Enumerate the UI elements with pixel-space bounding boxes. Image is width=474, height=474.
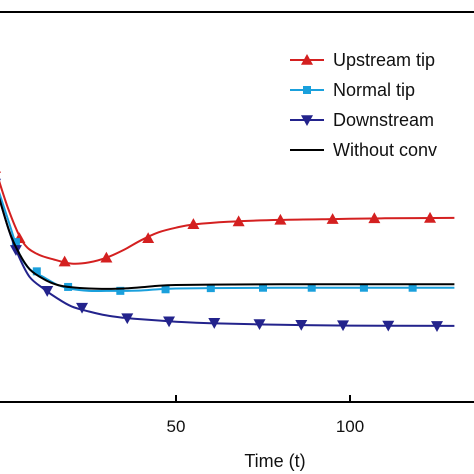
plot-frame bbox=[0, 11, 474, 403]
data-point-marker bbox=[206, 284, 215, 293]
data-point-marker bbox=[259, 283, 267, 292]
series-line bbox=[0, 197, 455, 290]
data-point-marker bbox=[0, 178, 2, 181]
series-downstream bbox=[0, 178, 455, 332]
data-point-marker bbox=[76, 302, 89, 314]
data-point-marker bbox=[187, 218, 200, 229]
x-axis-ticks: 50 100 bbox=[167, 395, 364, 436]
x-axis-label: Time (t) bbox=[244, 451, 305, 471]
data-point-marker bbox=[431, 321, 443, 332]
legend-item: Upstream tip bbox=[290, 50, 435, 70]
x-tick-label: 50 bbox=[167, 417, 186, 436]
legend-label: Downstream bbox=[333, 110, 434, 130]
data-point-marker bbox=[58, 255, 71, 267]
data-point-marker bbox=[326, 213, 339, 224]
data-point-marker bbox=[32, 267, 41, 276]
series-upstream-tip bbox=[0, 170, 455, 267]
data-point-marker bbox=[295, 319, 308, 331]
legend-item: Without conv bbox=[290, 140, 437, 160]
data-point-marker bbox=[359, 283, 368, 292]
legend-marker bbox=[301, 115, 313, 126]
legend-item: Downstream bbox=[290, 110, 434, 130]
legend-marker bbox=[303, 86, 311, 94]
data-point-marker bbox=[161, 285, 170, 294]
series-layer bbox=[0, 170, 455, 332]
data-point-marker bbox=[142, 232, 155, 243]
data-point-marker bbox=[408, 283, 417, 292]
data-point-marker bbox=[100, 251, 113, 263]
data-point-marker bbox=[253, 319, 266, 330]
data-point-marker bbox=[307, 283, 316, 292]
data-point-marker bbox=[424, 211, 437, 223]
data-point-marker bbox=[41, 286, 54, 297]
data-point-marker bbox=[0, 170, 2, 173]
legend-item: Normal tip bbox=[290, 80, 415, 100]
data-point-marker bbox=[9, 245, 22, 256]
legend-marker bbox=[301, 54, 313, 65]
series-line bbox=[0, 191, 455, 293]
series-normal-tip bbox=[0, 191, 455, 295]
data-point-marker bbox=[208, 318, 221, 329]
data-point-marker bbox=[337, 320, 350, 332]
legend-label: Without conv bbox=[333, 140, 437, 160]
data-point-marker bbox=[11, 238, 20, 247]
series-without-conv bbox=[0, 197, 455, 290]
legend: Upstream tip Normal tip Downstream Without … bbox=[290, 50, 437, 160]
data-point-marker bbox=[121, 313, 134, 325]
legend-label: Normal tip bbox=[333, 80, 415, 100]
series-line bbox=[0, 180, 455, 265]
x-tick-label: 100 bbox=[336, 417, 364, 436]
data-point-marker bbox=[116, 286, 125, 295]
data-point-marker bbox=[163, 316, 176, 328]
data-point-marker bbox=[232, 215, 245, 227]
data-point-marker bbox=[382, 320, 395, 332]
series-line bbox=[0, 197, 455, 327]
data-point-marker bbox=[368, 212, 381, 224]
data-point-marker bbox=[274, 213, 287, 225]
legend-label: Upstream tip bbox=[333, 50, 435, 70]
